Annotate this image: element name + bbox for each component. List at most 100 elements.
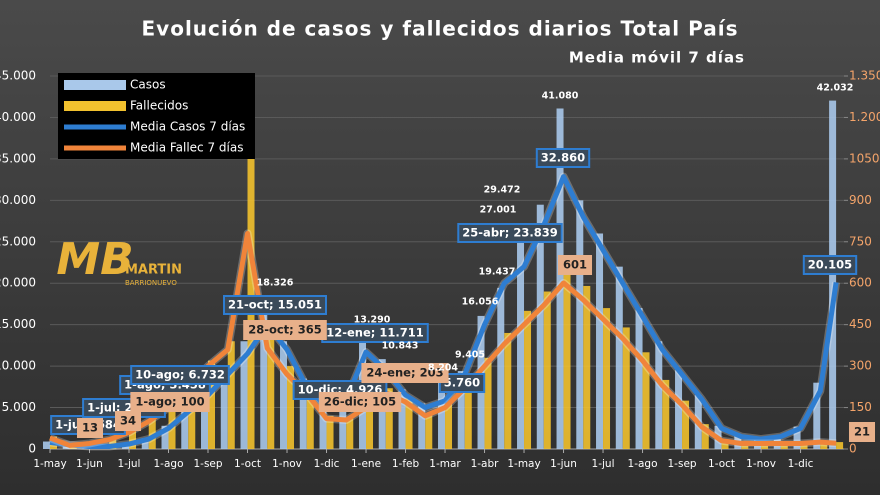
y2-tick-label: 450 (849, 317, 872, 331)
annotation-box (114, 411, 142, 431)
bar (820, 441, 828, 449)
x-tick-label: 1-dic (788, 458, 814, 470)
y-tick-label: 15.000 (0, 317, 36, 331)
x-tick-label: 1-may (507, 458, 540, 470)
chart-subtitle: Media móvil 7 días (569, 49, 745, 67)
bar (445, 403, 453, 449)
peak-label: 9.405 (455, 350, 485, 361)
annotation-casos: 10-ago; 6.732 (135, 368, 225, 382)
bar (556, 108, 564, 450)
annotation-box (535, 148, 591, 168)
x-tick-label: 1-ene (351, 458, 381, 470)
bar (543, 291, 551, 449)
bar (484, 357, 492, 449)
y-tick-label: 45.000 (0, 69, 36, 83)
annotation-box (848, 422, 876, 442)
bar (603, 308, 611, 449)
y2-tick-label: 900 (849, 193, 872, 207)
logo-mark: MB (56, 234, 133, 285)
bar (148, 418, 156, 449)
annotation-fallecidos: 13 (82, 421, 98, 435)
annotation-casos: 5.760 (444, 376, 480, 390)
bar (385, 388, 393, 449)
bar (326, 415, 334, 449)
x-tick-label: 1-ago (628, 458, 658, 470)
peak-label: 8.204 (428, 363, 458, 374)
peak-label: 19.437 (479, 267, 516, 278)
y-tick-label: 35.000 (0, 151, 36, 165)
bar (267, 338, 275, 449)
y-tick-label: 0 (28, 442, 36, 456)
bar (655, 341, 663, 449)
y-tick-label: 10.000 (0, 359, 36, 373)
x-tick-label: 1-oct (708, 458, 735, 470)
bar (563, 269, 571, 449)
annotation-casos: 20.105 (808, 258, 852, 272)
annotation-casos: 12-ene; 11.711 (326, 326, 424, 340)
annotation-fallecidos: 21 (854, 425, 870, 439)
bar (43, 441, 50, 449)
legend-swatch (64, 101, 126, 111)
bar (813, 382, 821, 449)
bar (366, 403, 374, 449)
x-tick-label: 1-feb (392, 458, 420, 470)
bar (576, 200, 584, 449)
annotation-casos: 21-oct; 15.051 (228, 298, 322, 312)
bar (622, 327, 630, 449)
annotation-box (457, 223, 563, 243)
bar (662, 379, 670, 449)
bar (188, 379, 196, 449)
x-tick-label: 1-oct (234, 458, 261, 470)
bar (800, 442, 808, 449)
bar (596, 233, 604, 449)
bar (497, 287, 505, 449)
x-tick-label: 1-abr (471, 458, 500, 470)
annotation-fallecidos: 26-dic; 105 (324, 395, 396, 409)
bar (227, 341, 235, 449)
annotation-fallecidos: 28-oct; 365 (248, 323, 322, 337)
line (49, 174, 839, 450)
y2-tick-label: 750 (849, 234, 872, 248)
x-tick-label: 1-nov (746, 458, 776, 470)
x-tick-label: 1-jun (76, 458, 103, 470)
y2-tick-label: 600 (849, 276, 872, 290)
legend-label: Media Casos 7 días (130, 120, 245, 134)
bar (438, 380, 446, 449)
x-tick-label: 1-jul (118, 458, 141, 470)
annotation-box (130, 392, 210, 412)
annotation-casos: 25-abr; 23.839 (462, 226, 557, 240)
annotation-casos: 32.860 (541, 151, 585, 165)
y2-tick-label: 0 (849, 442, 857, 456)
legend-label: Casos (130, 78, 166, 92)
bar (583, 285, 591, 449)
annotation-box (802, 255, 858, 275)
annotation-box (223, 295, 327, 315)
bar (319, 403, 327, 449)
y2-tick-label: 150 (849, 400, 872, 414)
bar (701, 424, 709, 449)
peak-label: 10.843 (382, 341, 419, 352)
x-tick-label: 1-nov (272, 458, 302, 470)
bar (161, 425, 169, 449)
bar (247, 95, 255, 449)
y-tick-label: 20.000 (0, 276, 36, 290)
y-tick-label: 30.000 (0, 193, 36, 207)
bar (306, 388, 314, 449)
bar (299, 378, 307, 449)
bar (240, 341, 248, 449)
legend-swatch (64, 80, 126, 90)
bar (425, 413, 433, 449)
bar (280, 341, 288, 449)
peak-label: 13.290 (354, 315, 391, 326)
bar (405, 396, 413, 449)
y2-tick-label: 1050 (849, 151, 880, 165)
bar (517, 225, 525, 449)
peak-label: 27.001 (480, 205, 517, 216)
bar (418, 403, 426, 449)
bar (208, 360, 216, 449)
bar (201, 389, 209, 449)
bar (141, 438, 149, 449)
bar (615, 266, 623, 449)
annotation-box (130, 365, 230, 385)
